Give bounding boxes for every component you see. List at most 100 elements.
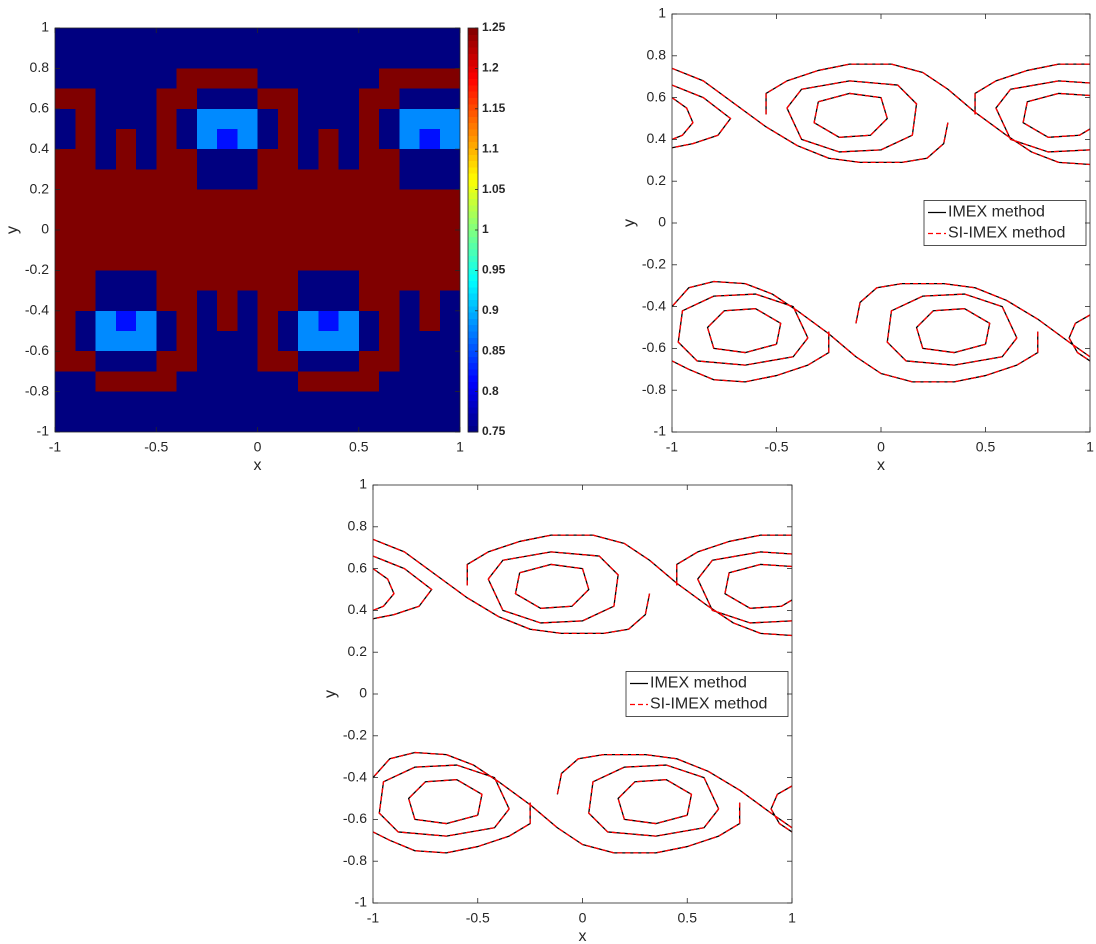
heatmap-cell	[95, 28, 117, 49]
heatmap-cell	[136, 169, 157, 191]
heatmap-cell	[399, 189, 421, 211]
heatmap-cell	[95, 169, 117, 191]
heatmap-cell	[439, 270, 460, 292]
heatmap-cell	[55, 169, 76, 191]
heatmap-cell	[358, 68, 380, 90]
x-tick-label: -1	[49, 439, 62, 455]
heatmap-cell	[358, 108, 380, 130]
colorbar-segment	[468, 274, 478, 281]
heatmap-cell	[196, 169, 218, 191]
heatmap-cell	[115, 230, 137, 251]
heatmap-cell	[136, 149, 157, 170]
heatmap-cell	[55, 68, 76, 90]
heatmap-cell	[115, 149, 137, 170]
colorbar-segment	[468, 305, 478, 313]
y-tick-label: 0.8	[647, 47, 667, 63]
panel	[55, 28, 460, 432]
x-tick-label: 1	[1086, 439, 1094, 455]
heatmap-cell	[75, 331, 97, 352]
heatmap-cell	[277, 88, 299, 110]
heatmap-cell	[318, 371, 340, 393]
heatmap-cell	[338, 149, 360, 170]
heatmap-cell	[176, 209, 198, 231]
colorbar-segment	[468, 160, 478, 168]
heatmap-cell	[358, 351, 380, 372]
heatmap-cell	[217, 48, 238, 69]
heatmap-cell	[379, 230, 400, 251]
heatmap-cell	[379, 48, 400, 69]
heatmap-cell	[75, 351, 97, 372]
heatmap-cell	[419, 209, 441, 231]
heatmap-cell	[399, 371, 421, 393]
heatmap-cell	[379, 411, 400, 432]
heatmap-cell	[196, 108, 218, 130]
heatmap-cell	[399, 149, 421, 170]
heatmap-cell	[318, 230, 340, 251]
x-axis-label: x	[254, 457, 262, 474]
heatmap-cell	[136, 230, 157, 251]
heatmap-cell	[318, 189, 340, 211]
heatmap-cell	[338, 351, 360, 372]
heatmap-cell	[217, 310, 238, 332]
heatmap-cell	[298, 48, 319, 69]
colorbar-segment	[468, 204, 478, 212]
colorbar-segment	[468, 293, 478, 300]
colorbar-segment	[468, 413, 478, 420]
heatmap-cell	[75, 129, 97, 150]
heatmap-cell	[277, 411, 299, 432]
colorbar-segment	[468, 324, 478, 332]
heatmap-cell	[176, 411, 198, 432]
colorbar-segment	[468, 147, 478, 155]
heatmap-cell	[156, 270, 178, 292]
heatmap-cell	[217, 68, 238, 90]
heatmap-cell	[75, 149, 97, 170]
colorbar-segment	[468, 242, 478, 250]
heatmap-cell	[399, 331, 421, 352]
heatmap-cell	[75, 169, 97, 191]
colorbar-tick-label: 1	[482, 222, 489, 236]
heatmap-cell	[156, 48, 178, 69]
x-tick-label: 0.5	[349, 439, 369, 455]
heatmap-cell	[358, 230, 380, 251]
heatmap-cell	[156, 108, 178, 130]
heatmap-cell	[358, 48, 380, 69]
y-axis-label: y	[621, 219, 638, 227]
heatmap-cell	[75, 391, 97, 413]
heatmap-cell	[196, 391, 218, 413]
heatmap-cell	[399, 169, 421, 191]
x-tick-label: -0.5	[144, 439, 168, 455]
colorbar-segment	[468, 255, 478, 263]
heatmap-cell	[358, 28, 380, 49]
heatmap-cell	[196, 270, 218, 292]
heatmap-cell	[379, 391, 400, 413]
heatmap-cell	[338, 129, 360, 150]
heatmap-cell	[338, 411, 360, 432]
colorbar-tick-label: 0.95	[482, 263, 506, 277]
heatmap-cell	[196, 149, 218, 170]
heatmap-cell	[75, 250, 97, 271]
heatmap-cell	[338, 290, 360, 312]
x-tick-label: 1	[456, 439, 464, 455]
heatmap-cell	[277, 331, 299, 352]
y-tick-label: -0.2	[642, 256, 666, 272]
heatmap-cell	[277, 68, 299, 90]
heatmap-cell	[176, 230, 198, 251]
heatmap-cell	[439, 230, 460, 251]
legend-box	[625, 671, 789, 717]
heatmap-cell	[399, 290, 421, 312]
colorbar-segment	[468, 154, 478, 162]
contour-line	[672, 63, 1090, 383]
heatmap-cell	[439, 371, 460, 393]
colorbar-segment	[468, 406, 478, 414]
colorbar-segment	[468, 337, 478, 345]
y-tick-label: 0	[41, 221, 49, 237]
heatmap-cell	[196, 28, 218, 49]
heatmap-cell	[217, 230, 238, 251]
heatmap-cell	[115, 209, 137, 231]
heatmap-cell	[237, 149, 259, 170]
heatmap-cell	[338, 310, 360, 332]
heatmap-cell	[237, 351, 259, 372]
colorbar-segment	[468, 267, 478, 275]
colorbar-segment	[468, 110, 478, 117]
y-tick-label: 0	[359, 685, 367, 701]
